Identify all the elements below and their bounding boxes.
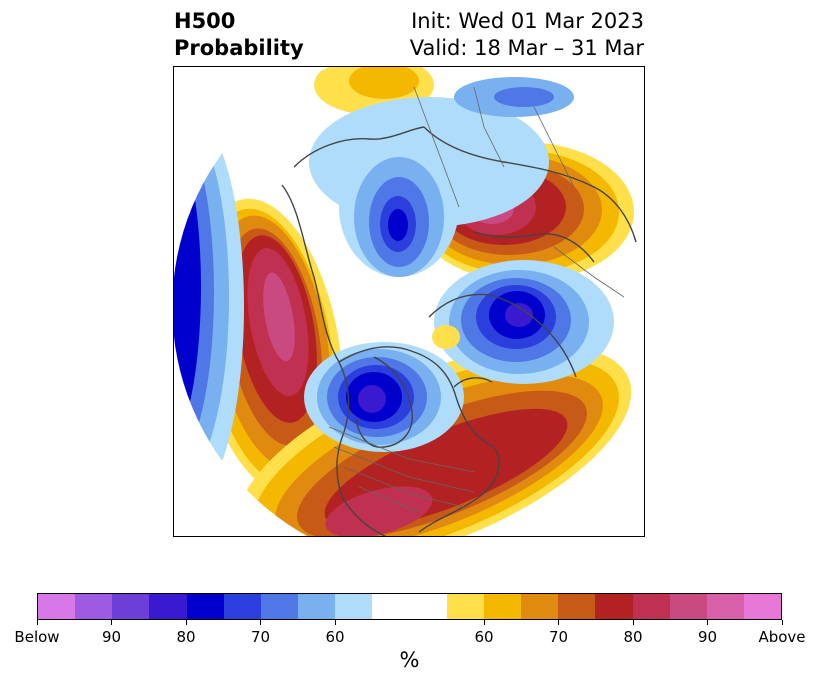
title-line-2: Probability [174, 36, 304, 60]
colorbar-swatch [75, 594, 113, 619]
colorbar-swatch [335, 594, 373, 619]
colorbar-tick-label: 60 [474, 628, 494, 646]
anomaly-above-atlantic [236, 345, 632, 536]
valid-range: Valid: 18 Mar – 31 Mar [409, 36, 644, 60]
colorbar-tick-mark [260, 620, 261, 625]
colorbar-swatch [706, 594, 744, 619]
colorbar-swatch [595, 594, 633, 619]
colorbar-swatch [260, 594, 299, 619]
colorbar [37, 593, 782, 620]
colorbar-swatch [558, 594, 596, 619]
colorbar-tick-label: 90 [101, 628, 122, 646]
colorbar-unit-label: % [399, 648, 420, 672]
colorbar-tick-mark [334, 620, 336, 625]
colorbar-tick-label: 90 [697, 628, 718, 646]
colorbar-tick-label: Above [758, 628, 806, 646]
colorbar-tick-label: 80 [176, 628, 196, 646]
colorbar-swatch [483, 594, 522, 619]
map-frame [173, 66, 645, 537]
colorbar-swatch [38, 594, 76, 619]
anomaly-below-scandinavia [434, 260, 614, 384]
colorbar-tick-mark [558, 620, 559, 625]
colorbar-tick-mark [36, 620, 38, 625]
colorbar-swatch [372, 594, 410, 619]
anomaly-above-small [432, 325, 460, 349]
title-left: H500 Probability [174, 8, 304, 62]
colorbar-tick-label: 60 [325, 628, 345, 646]
colorbar-tick-mark [111, 620, 112, 625]
colorbar-tick-mark [483, 620, 485, 625]
colorbar-tick-mark [632, 620, 634, 625]
colorbar-tick-mark [781, 620, 783, 625]
political-borders [328, 86, 625, 513]
title-line-1: H500 [174, 9, 236, 33]
colorbar-swatch [186, 594, 224, 619]
anomaly-below-arctic [309, 77, 574, 277]
colorbar-tick-label: Below [14, 628, 60, 646]
colorbar-swatch [409, 594, 447, 619]
colorbar-swatch [223, 594, 261, 619]
colorbar-swatch [669, 594, 707, 619]
colorbar-swatch [112, 594, 150, 619]
colorbar-tick-mark [707, 620, 708, 625]
anomaly-below-canada [304, 342, 464, 452]
title-right: Init: Wed 01 Mar 2023 Valid: 18 Mar – 31… [410, 8, 644, 62]
probability-map [174, 67, 644, 536]
colorbar-swatch [521, 594, 559, 619]
coastlines [281, 126, 637, 536]
colorbar-swatch [632, 594, 670, 619]
colorbar-tick-label: 70 [250, 628, 271, 646]
colorbar-swatch [446, 594, 484, 619]
colorbar-swatch [743, 594, 782, 619]
colorbar-swatch [298, 594, 336, 619]
colorbar-tick-label: 70 [548, 628, 569, 646]
init-date: Init: Wed 01 Mar 2023 [411, 9, 644, 33]
colorbar-tick-label: 80 [623, 628, 643, 646]
colorbar-swatch [149, 594, 187, 619]
colorbar-tick-mark [185, 620, 187, 625]
